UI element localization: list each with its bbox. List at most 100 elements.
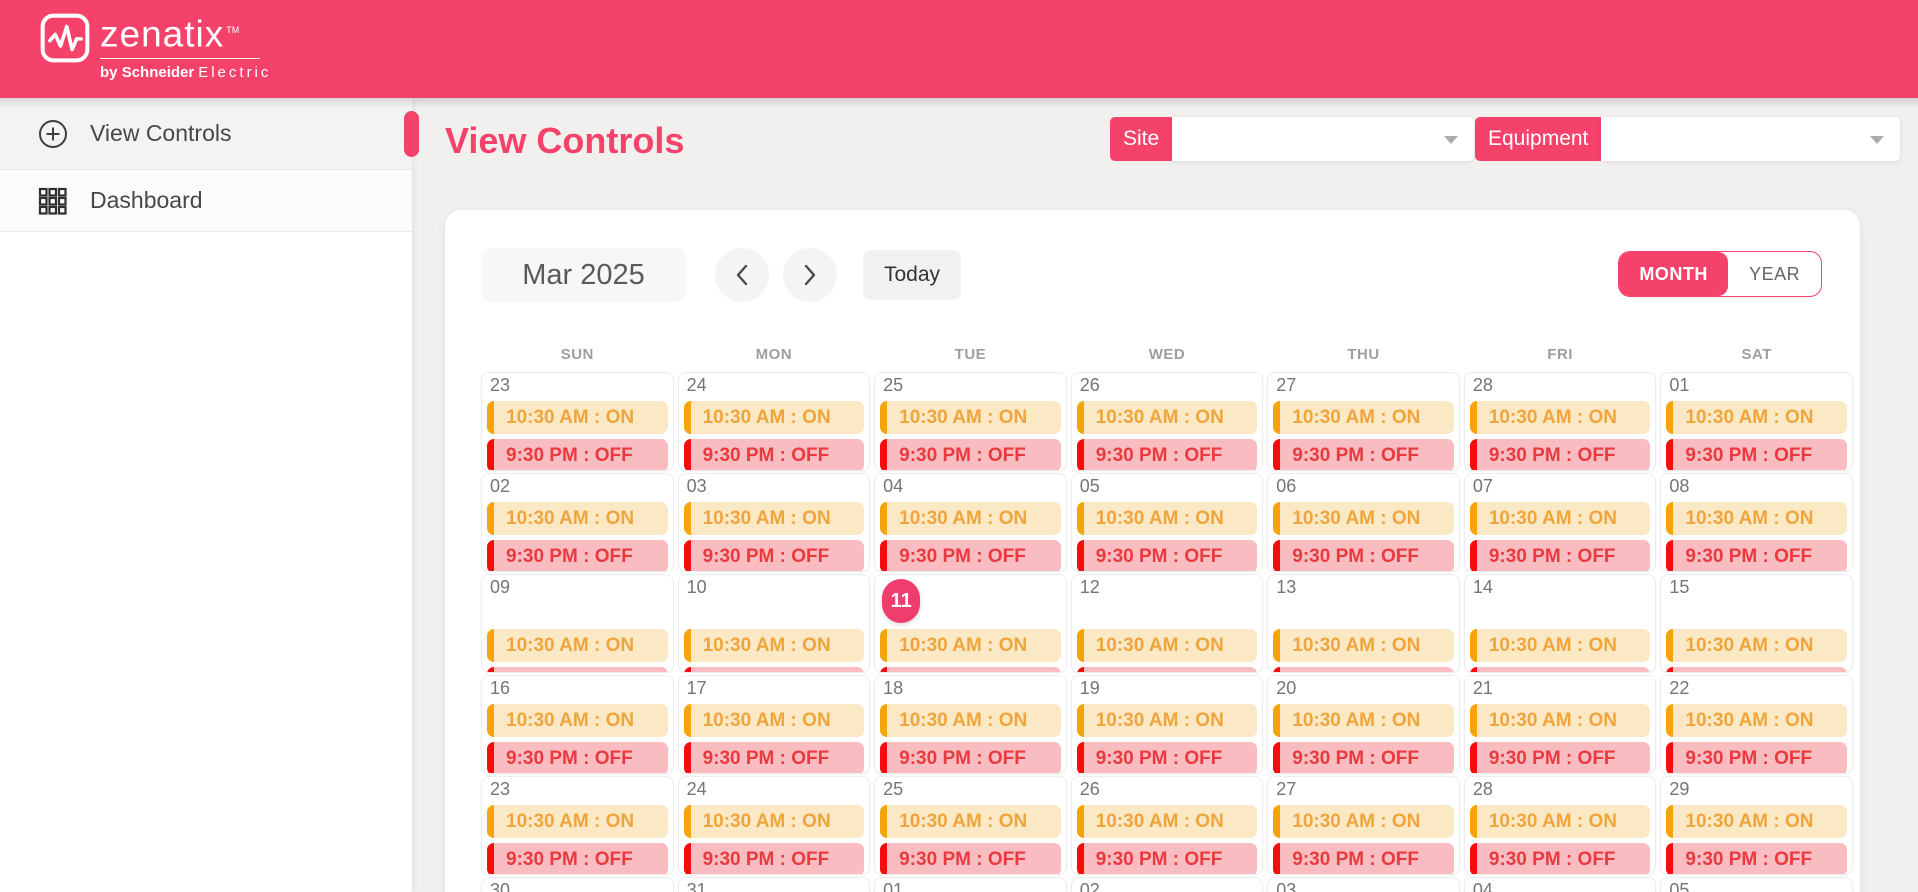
calendar-day-cell[interactable]: 27 10:30 AM : ON 9:30 PM : OFF <box>1267 776 1460 875</box>
event-chip-off[interactable]: 9:30 PM : OFF <box>683 742 865 773</box>
calendar-day-cell[interactable]: 20 10:30 AM : ON 9:30 PM : OFF <box>1267 675 1460 774</box>
event-chip-off[interactable]: 9:30 PM : OFF <box>1666 540 1847 571</box>
calendar-day-cell[interactable]: 14 10:30 AM : ON 9:30 PM : OFF <box>1463 574 1657 673</box>
calendar-day-cell[interactable]: 18 10:30 AM : ON 9:30 PM : OFF <box>874 675 1067 774</box>
event-chip-off[interactable]: 9:30 PM : OFF <box>1273 540 1454 571</box>
event-chip-off[interactable]: 9:30 PM : OFF <box>880 540 1061 571</box>
event-chip-on[interactable]: 10:30 AM : ON <box>880 629 1061 662</box>
event-chip-off[interactable]: 9:30 PM : OFF <box>487 667 668 672</box>
event-chip-on[interactable]: 10:30 AM : ON <box>487 629 668 662</box>
event-chip-off[interactable]: 9:30 PM : OFF <box>683 667 865 672</box>
event-chip-off[interactable]: 9:30 PM : OFF <box>683 540 865 571</box>
calendar-day-cell[interactable]: 16 10:30 AM : ON 9:30 PM : OFF <box>481 675 674 774</box>
event-chip-on[interactable]: 10:30 AM : ON <box>880 502 1061 535</box>
calendar-day-cell[interactable]: 22 10:30 AM : ON 9:30 PM : OFF <box>1660 675 1853 774</box>
event-chip-on[interactable]: 10:30 AM : ON <box>1076 805 1258 838</box>
event-chip-off[interactable]: 9:30 PM : OFF <box>487 439 668 470</box>
event-chip-on[interactable]: 10:30 AM : ON <box>880 805 1061 838</box>
calendar-day-cell[interactable]: 28 10:30 AM : ON 9:30 PM : OFF <box>1463 776 1657 875</box>
event-chip-off[interactable]: 9:30 PM : OFF <box>880 667 1061 672</box>
event-chip-off[interactable]: 9:30 PM : OFF <box>487 742 668 773</box>
event-chip-on[interactable]: 10:30 AM : ON <box>1666 704 1847 737</box>
calendar-day-cell[interactable]: 09 10:30 AM : ON 9:30 PM : OFF <box>481 574 674 673</box>
calendar-day-cell[interactable]: 29 10:30 AM : ON 9:30 PM : OFF <box>1660 776 1853 875</box>
calendar-day-cell[interactable]: 11 10:30 AM : ON 9:30 PM : OFF <box>874 574 1067 673</box>
event-chip-on[interactable]: 10:30 AM : ON <box>1273 401 1454 434</box>
calendar-day-cell[interactable]: 15 10:30 AM : ON 9:30 PM : OFF <box>1660 574 1853 673</box>
event-chip-off[interactable]: 9:30 PM : OFF <box>1076 439 1258 470</box>
event-chip-off[interactable]: 9:30 PM : OFF <box>1076 540 1258 571</box>
event-chip-on[interactable]: 10:30 AM : ON <box>683 629 865 662</box>
calendar-day-cell[interactable]: 25 10:30 AM : ON 9:30 PM : OFF <box>874 776 1067 875</box>
event-chip-off[interactable]: 9:30 PM : OFF <box>1469 843 1651 874</box>
previous-month-button[interactable] <box>715 248 769 302</box>
event-chip-on[interactable]: 10:30 AM : ON <box>1666 502 1847 535</box>
calendar-day-cell[interactable]: 26 10:30 AM : ON 9:30 PM : OFF <box>1070 372 1264 471</box>
calendar-day-cell[interactable]: 24 10:30 AM : ON 9:30 PM : OFF <box>677 372 871 471</box>
event-chip-on[interactable]: 10:30 AM : ON <box>1273 704 1454 737</box>
view-toggle-month[interactable]: MONTH <box>1619 252 1729 296</box>
event-chip-on[interactable]: 10:30 AM : ON <box>1076 629 1258 662</box>
event-chip-on[interactable]: 10:30 AM : ON <box>683 704 865 737</box>
event-chip-off[interactable]: 9:30 PM : OFF <box>1076 742 1258 773</box>
event-chip-on[interactable]: 10:30 AM : ON <box>1076 502 1258 535</box>
calendar-day-cell[interactable]: 08 10:30 AM : ON 9:30 PM : OFF <box>1660 473 1853 572</box>
event-chip-on[interactable]: 10:30 AM : ON <box>683 502 865 535</box>
event-chip-on[interactable]: 10:30 AM : ON <box>487 502 668 535</box>
sidebar-item-dashboard[interactable]: Dashboard <box>0 170 412 232</box>
event-chip-off[interactable]: 9:30 PM : OFF <box>1273 439 1454 470</box>
calendar-day-cell[interactable]: 26 10:30 AM : ON 9:30 PM : OFF <box>1070 776 1264 875</box>
calendar-day-cell[interactable]: 27 10:30 AM : ON 9:30 PM : OFF <box>1267 372 1460 471</box>
event-chip-off[interactable]: 9:30 PM : OFF <box>1076 667 1258 672</box>
calendar-day-cell[interactable]: 24 10:30 AM : ON 9:30 PM : OFF <box>677 776 871 875</box>
event-chip-on[interactable]: 10:30 AM : ON <box>1273 805 1454 838</box>
event-chip-off[interactable]: 9:30 PM : OFF <box>880 742 1061 773</box>
calendar-day-cell[interactable]: 28 10:30 AM : ON 9:30 PM : OFF <box>1463 372 1657 471</box>
event-chip-on[interactable]: 10:30 AM : ON <box>683 401 865 434</box>
calendar-day-cell[interactable]: 01 10:30 AM : ON 9:30 PM : OFF <box>1660 372 1853 471</box>
event-chip-off[interactable]: 9:30 PM : OFF <box>1666 843 1847 874</box>
calendar-day-cell[interactable]: 06 10:30 AM : ON 9:30 PM : OFF <box>1267 473 1460 572</box>
calendar-day-cell[interactable]: 23 10:30 AM : ON 9:30 PM : OFF <box>481 776 674 875</box>
calendar-day-cell[interactable]: 19 10:30 AM : ON 9:30 PM : OFF <box>1070 675 1264 774</box>
event-chip-off[interactable]: 9:30 PM : OFF <box>1666 742 1847 773</box>
calendar-day-cell[interactable]: 10 10:30 AM : ON 9:30 PM : OFF <box>677 574 871 673</box>
view-toggle-year[interactable]: YEAR <box>1749 263 1801 284</box>
event-chip-on[interactable]: 10:30 AM : ON <box>487 704 668 737</box>
event-chip-on[interactable]: 10:30 AM : ON <box>1666 805 1847 838</box>
calendar-day-cell[interactable]: 25 10:30 AM : ON 9:30 PM : OFF <box>874 372 1067 471</box>
event-chip-on[interactable]: 10:30 AM : ON <box>1076 704 1258 737</box>
calendar-day-cell[interactable]: 3010:30 AM : ON9:30 PM : OFF <box>481 877 674 892</box>
event-chip-on[interactable]: 10:30 AM : ON <box>1273 629 1454 662</box>
event-chip-on[interactable]: 10:30 AM : ON <box>1469 401 1651 434</box>
event-chip-on[interactable]: 10:30 AM : ON <box>1666 401 1847 434</box>
event-chip-off[interactable]: 9:30 PM : OFF <box>1469 742 1651 773</box>
event-chip-on[interactable]: 10:30 AM : ON <box>1666 629 1847 662</box>
calendar-day-cell[interactable]: 23 10:30 AM : ON 9:30 PM : OFF <box>481 372 674 471</box>
event-chip-off[interactable]: 9:30 PM : OFF <box>487 843 668 874</box>
event-chip-off[interactable]: 9:30 PM : OFF <box>1469 540 1651 571</box>
event-chip-on[interactable]: 10:30 AM : ON <box>1076 401 1258 434</box>
event-chip-on[interactable]: 10:30 AM : ON <box>487 805 668 838</box>
today-button[interactable]: Today <box>863 250 961 300</box>
event-chip-on[interactable]: 10:30 AM : ON <box>880 401 1061 434</box>
calendar-day-cell[interactable]: 13 10:30 AM : ON 9:30 PM : OFF <box>1267 574 1460 673</box>
event-chip-on[interactable]: 10:30 AM : ON <box>1469 704 1651 737</box>
event-chip-off[interactable]: 9:30 PM : OFF <box>1076 843 1258 874</box>
event-chip-on[interactable]: 10:30 AM : ON <box>683 805 865 838</box>
event-chip-off[interactable]: 9:30 PM : OFF <box>1666 667 1847 672</box>
calendar-day-cell[interactable]: 17 10:30 AM : ON 9:30 PM : OFF <box>677 675 871 774</box>
equipment-select[interactable] <box>1601 117 1901 161</box>
calendar-day-cell[interactable]: 21 10:30 AM : ON 9:30 PM : OFF <box>1463 675 1657 774</box>
event-chip-off[interactable]: 9:30 PM : OFF <box>1666 439 1847 470</box>
event-chip-off[interactable]: 9:30 PM : OFF <box>1273 742 1454 773</box>
site-select[interactable] <box>1172 117 1475 161</box>
event-chip-off[interactable]: 9:30 PM : OFF <box>487 540 668 571</box>
event-chip-off[interactable]: 9:30 PM : OFF <box>1469 667 1651 672</box>
event-chip-on[interactable]: 10:30 AM : ON <box>1469 502 1651 535</box>
